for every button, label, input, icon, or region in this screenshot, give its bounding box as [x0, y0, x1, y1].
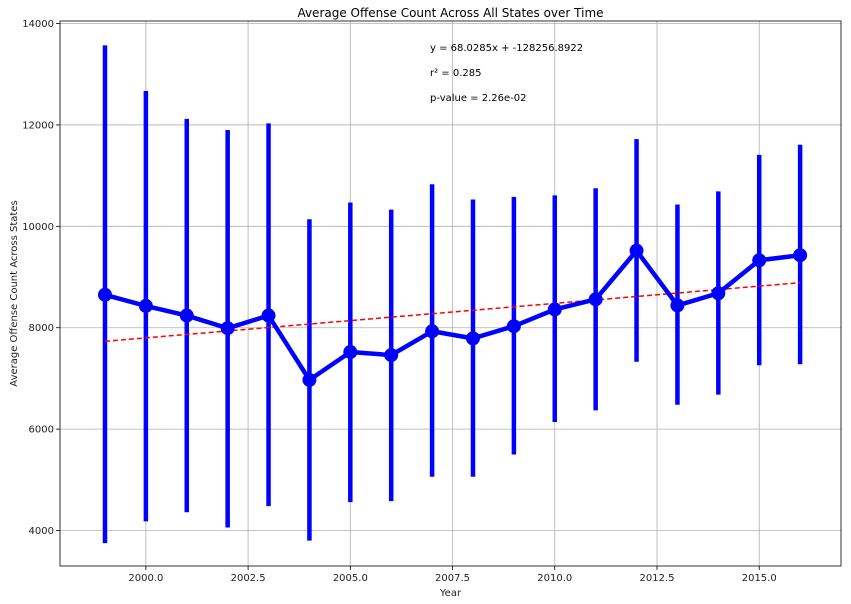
plot-frame	[59, 20, 842, 567]
x-tick-label: 2015.0	[742, 573, 777, 584]
data-point	[752, 253, 767, 268]
data-point	[97, 287, 112, 302]
regression-annotation: r² = 0.285	[430, 68, 481, 79]
trendline-segment	[104, 281, 801, 343]
chart-title: Average Offense Count Across All States …	[297, 6, 603, 20]
x-tick-label: 2012.5	[639, 573, 674, 584]
y-tick-label: 6000	[29, 425, 54, 436]
series-polyline	[104, 248, 801, 383]
data-point	[711, 286, 726, 301]
x-tick-label: 2000.0	[128, 573, 163, 584]
y-tick-label: 8000	[29, 323, 54, 334]
regression-annotations: y = 68.0285x + -128256.8922 r² = 0.285 p-v…	[430, 43, 583, 104]
y-tick-label: 14000	[22, 19, 54, 30]
regression-annotation: y = 68.0285x + -128256.8922	[430, 43, 583, 54]
data-point	[506, 319, 521, 334]
series-line	[104, 248, 801, 383]
data-point	[793, 248, 808, 263]
data-point	[384, 348, 399, 363]
y-axis-ticks: 4000 6000 8000 10000 12000 14000	[22, 19, 60, 537]
data-point	[629, 243, 644, 258]
regression-annotation: p-value = 2.26e-02	[430, 93, 527, 104]
x-tick-label: 2007.5	[435, 573, 470, 584]
data-point	[261, 308, 276, 323]
x-tick-label: 2010.0	[537, 573, 572, 584]
y-tick-label: 4000	[29, 526, 54, 537]
x-axis-label: Year	[439, 588, 462, 599]
data-point	[302, 372, 317, 387]
data-point	[425, 324, 440, 339]
data-point	[547, 302, 562, 317]
data-point	[465, 331, 480, 346]
data-point	[220, 321, 235, 336]
data-point	[670, 298, 685, 313]
x-tick-label: 2002.5	[231, 573, 266, 584]
data-point	[343, 345, 358, 360]
x-tick-label: 2005.0	[333, 573, 368, 584]
y-axis-label: Average Offense Count Across States	[9, 200, 20, 386]
data-point	[138, 298, 153, 313]
x-axis-ticks: 2000.0 2002.5 2005.0 2007.5 2010.0 2012.5 2015…	[128, 566, 777, 584]
trendline	[104, 281, 801, 343]
y-tick-label: 10000	[22, 222, 54, 233]
data-point	[179, 308, 194, 323]
data-points	[97, 243, 808, 387]
y-tick-label: 12000	[22, 120, 54, 131]
data-point	[588, 292, 603, 307]
